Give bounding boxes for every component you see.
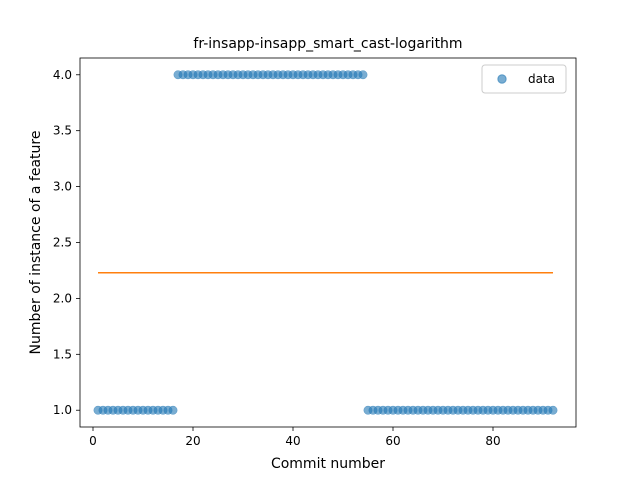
x-tick-label: 60 bbox=[385, 434, 400, 448]
data-point bbox=[358, 70, 368, 80]
x-tick-label: 0 bbox=[89, 434, 97, 448]
y-tick-label: 4.0 bbox=[53, 68, 72, 82]
x-axis-label: Commit number bbox=[271, 456, 385, 472]
x-tick-label: 80 bbox=[485, 434, 500, 448]
chart-marks bbox=[93, 70, 558, 415]
legend: data bbox=[481, 64, 567, 94]
y-tick-label: 2.0 bbox=[53, 291, 72, 305]
y-tick-label: 2.5 bbox=[53, 236, 72, 250]
y-tick-label: 3.0 bbox=[53, 180, 72, 194]
y-tick-label: 3.5 bbox=[53, 124, 72, 138]
x-tick-label: 20 bbox=[185, 434, 200, 448]
x-tick-label: 40 bbox=[285, 434, 300, 448]
y-tick-label: 1.5 bbox=[53, 347, 72, 361]
legend-box bbox=[481, 64, 567, 94]
data-point bbox=[548, 405, 558, 415]
axes: 0 20 40 60 80 1.0 1.5 2.0 2.5 3.0 3.5 4.0 bbox=[53, 57, 577, 448]
chart-title: fr-insapp-insapp_smart_cast-logarithm bbox=[193, 36, 462, 52]
data-point bbox=[168, 405, 178, 415]
y-tick-label: 1.0 bbox=[53, 403, 72, 417]
legend-marker bbox=[497, 74, 507, 84]
y-axis-label: Number of instance of a feature bbox=[28, 131, 44, 355]
legend-label: data bbox=[528, 72, 555, 86]
